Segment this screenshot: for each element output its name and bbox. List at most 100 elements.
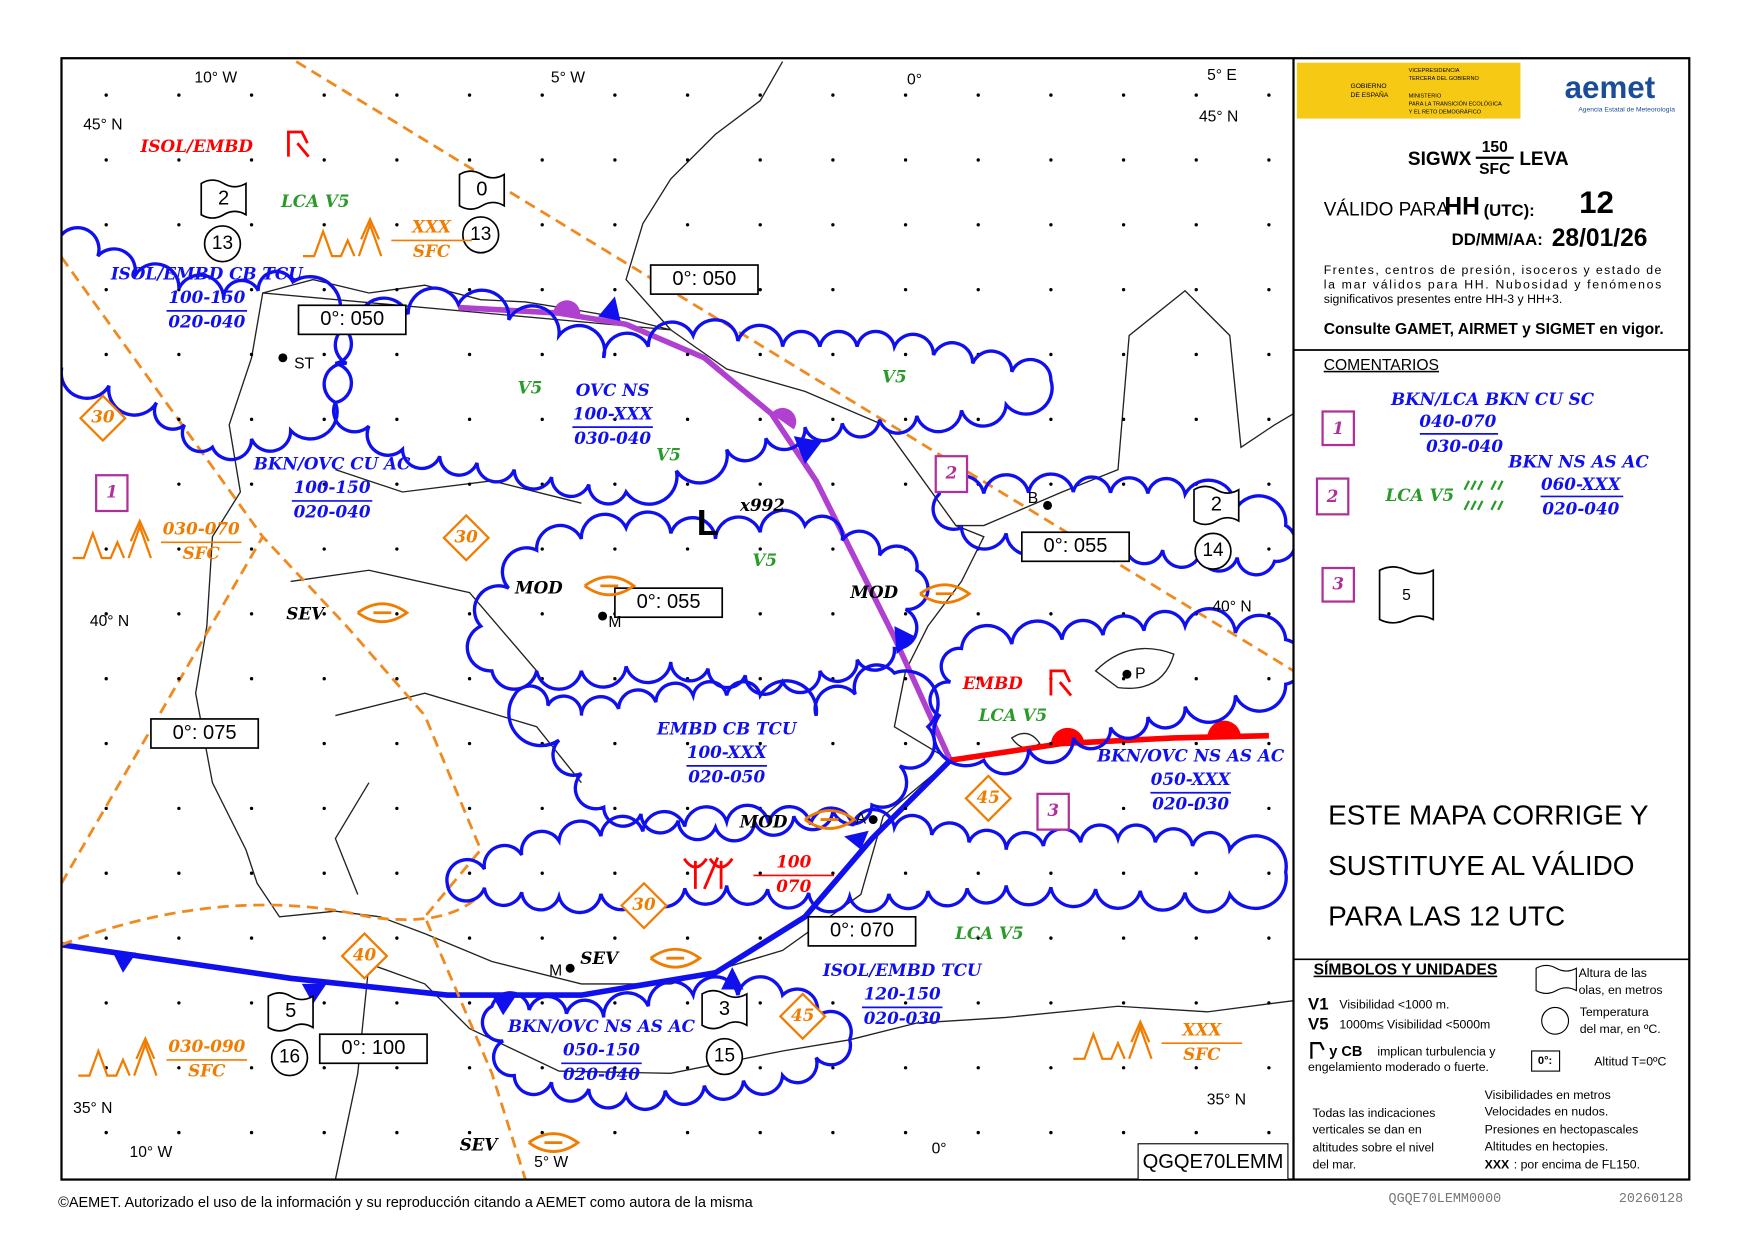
grid-dot [903,741,908,746]
wind-diamond [442,513,491,562]
file-date: 20260128 [1619,1192,1683,1207]
wind-diamond [964,774,1013,823]
cloud-bases: 030-040 [1426,436,1503,456]
grid-dot [976,223,980,227]
cb-tops: 100 [776,852,811,872]
grid-dot [613,741,617,746]
grid-dot [1267,158,1271,162]
grid-dot [177,806,181,811]
grid-dot [177,1130,181,1135]
grid-dot [1267,936,1271,940]
grid-dot [1194,741,1198,746]
grid-dot [1267,352,1271,357]
grid-dot [1194,1066,1198,1070]
visibility: LCA V5 [978,705,1048,725]
grid-dot [540,417,544,421]
grid-dot [976,158,980,162]
grid-dot [395,612,399,616]
grid-dot [177,223,181,227]
consult: Consulte GAMET, AIRMET y SIGMET en vigor… [1324,321,1664,338]
grid-dot [685,936,690,940]
turbulence-symbol [527,1132,581,1153]
grid-dot [395,352,399,357]
grid-dot [903,287,908,292]
grid-dot [177,612,181,616]
grid-dot [322,547,326,551]
grid-dot [540,871,544,875]
grid-dot [322,677,326,681]
sea-temp: 15 [714,1046,735,1067]
grid-dot [1267,417,1271,421]
precip-symbol [1463,480,1504,511]
wave-height: 3 [719,998,730,1020]
grid-dot [322,93,326,97]
legend-text: Velocidades en nudos. [1485,1105,1609,1119]
wave-height: 2 [218,187,229,209]
grid-dot [831,158,835,162]
grid-dot [249,1066,254,1070]
grid-dot [177,158,181,162]
grid-dot [976,287,980,292]
cloud-type: BKN/OVC CU AC [253,454,411,474]
freezing-box [318,1033,428,1065]
occlusion-symbols [553,300,797,430]
wave-flag [458,170,506,210]
grid-dot [685,158,690,162]
freezing-box [297,304,407,336]
city-dot [278,353,288,363]
grid-dot [1121,936,1126,940]
level-base: SFC [1479,161,1510,178]
grid-dot [395,677,399,681]
grid-dot [831,93,835,97]
grid-dot [613,936,617,940]
freezing-level: 0°: 050 [672,268,736,290]
grid-dot [903,417,908,421]
grid-dot [831,547,835,551]
wind-speed: 45 [791,1005,814,1025]
turbulence-symbol [583,575,637,597]
grid-dot [1121,352,1126,357]
date-label: DD/MM/AA: [1452,230,1543,249]
freezing-box [150,718,260,749]
turbulence-symbol [919,583,972,605]
level-top: 150 [1482,139,1508,156]
legend-symbol: V5 [1308,1015,1329,1034]
utc-label: (UTC): [1484,201,1535,220]
ministry-text: TERCERA DEL GOBIERNO [1409,76,1480,82]
cloud-type: ISOL/EMBD TCU [822,960,983,980]
grid-dot [1194,223,1198,227]
city: ST [294,356,314,373]
cloud-areas [61,93,1294,1135]
cloud-bases: 020-040 [168,312,245,332]
temp-circle [705,1037,744,1076]
grid-dot [249,223,254,227]
notice: PARA LAS 12 UTC [1328,900,1565,931]
city: B [1028,490,1038,507]
grid-dot [104,741,108,746]
grid-dot [1049,352,1053,357]
notice: ESTE MAPA CORRIGE Y [1328,800,1649,831]
city-dot [565,963,575,973]
graticule-label: 45° N [83,116,122,133]
grid-dot [903,223,908,227]
grid-dot [540,1066,544,1070]
grid-dot [395,1001,399,1005]
legend-text: Altitudes en hectopies. [1485,1139,1609,1153]
grid-dot [831,1130,835,1135]
grid-dot [395,871,399,875]
cloud-boundary [465,508,930,696]
fronts [61,60,1294,1180]
cloud-boundary [480,975,853,1112]
graticule-label: 10° W [130,1144,173,1161]
grid-dot [758,1001,762,1005]
zero-box [1531,1050,1561,1072]
turbulence: MOD [739,811,788,831]
legend-text: altitudes sobre el nivel [1313,1140,1435,1154]
grid-dot [467,1066,472,1070]
cloud-bases: 030-040 [574,428,651,448]
grid-dot [685,417,690,421]
cloud-type: OVC NS [576,380,650,400]
grid-dot [249,93,254,97]
grid-dot [1194,677,1198,681]
city-dot [598,611,608,621]
